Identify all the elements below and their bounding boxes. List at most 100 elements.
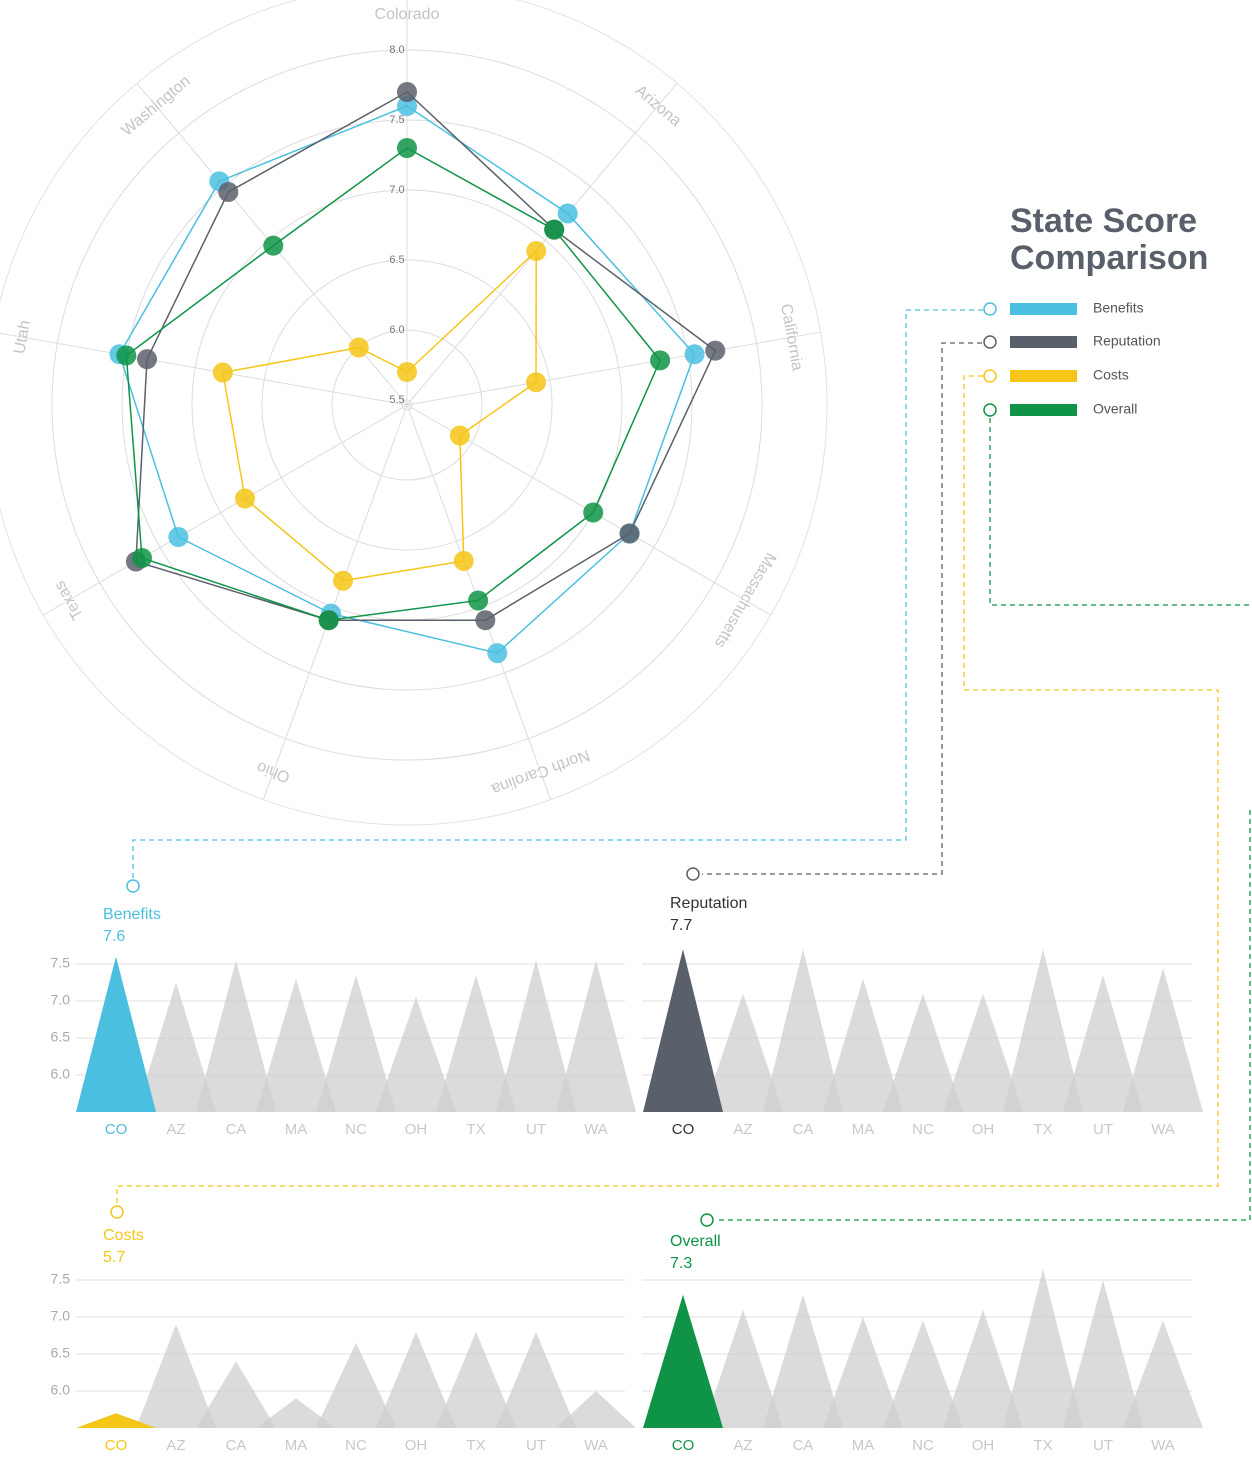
legend-swatch [1010,404,1077,416]
bar [436,1331,516,1428]
x-tick-label: OH [405,1437,428,1454]
r-tick-label: 7.0 [389,184,404,196]
data-point [212,362,233,383]
x-tick-label: UT [1093,1437,1113,1454]
legend-label: Costs [1093,367,1129,383]
bar [556,960,636,1112]
bar [256,978,336,1112]
y-tick-label: 6.0 [51,1382,71,1398]
panel-value: 7.3 [670,1255,692,1272]
y-tick-label: 7.0 [51,992,71,1008]
x-tick-label: TX [1033,1121,1052,1138]
bar [496,960,576,1112]
bar [436,975,516,1112]
bar [703,993,783,1112]
bar [643,949,723,1112]
x-tick-label: MA [852,1121,875,1138]
x-tick-label: NC [912,1437,934,1454]
data-point [218,182,239,203]
bar [376,997,456,1112]
bar [883,993,963,1112]
data-point [650,350,671,371]
x-tick-label: AZ [166,1437,185,1454]
data-point [397,82,417,102]
x-tick-label: AZ [166,1121,185,1138]
panel-marker [126,879,140,893]
bar [136,1324,216,1428]
spoke [406,331,821,406]
bar [316,975,396,1112]
axis-label: Colorado [375,6,440,23]
bar [196,1361,276,1428]
bar [1003,1268,1083,1428]
r-tick-label: 8.0 [389,44,404,56]
legend-marker [983,302,997,316]
series-outline [125,147,661,621]
bar [1063,1280,1143,1428]
legend-label: Benefits [1093,300,1144,316]
bar [76,1413,156,1428]
data-point [333,570,354,591]
x-tick-label: CA [793,1437,814,1454]
data-point [449,425,470,446]
bar [643,1294,723,1428]
x-tick-label: TX [1033,1437,1052,1454]
bar [76,956,156,1112]
x-tick-label: TX [466,1121,485,1138]
legend-label: Overall [1093,401,1137,417]
data-point [168,527,189,547]
data-point [583,502,604,523]
y-tick-label: 7.5 [51,955,71,971]
r-tick-label: 5.5 [389,394,404,406]
x-tick-label: WA [1151,1437,1175,1454]
bar [376,1331,456,1428]
connector [989,418,1252,606]
connector [702,342,982,875]
y-tick-label: 7.0 [51,1308,71,1324]
axis-label: Texas [51,578,87,623]
legend-label: Reputation [1093,333,1161,349]
panel-title: Reputation [670,895,747,912]
x-tick-label: CO [672,1437,695,1454]
x-tick-label: WA [584,1121,608,1138]
data-point [263,235,284,256]
x-tick-label: CO [672,1121,695,1138]
legend-swatch [1010,370,1077,382]
panel-marker [686,867,700,881]
legend-marker [983,403,997,417]
data-point [526,372,547,393]
bar [136,982,216,1112]
spoke [262,404,408,800]
legend-marker [983,335,997,349]
x-tick-label: UT [1093,1121,1113,1138]
bar [316,1342,396,1428]
r-tick-label: 6.5 [389,254,404,266]
bar [256,1398,336,1428]
x-tick-label: WA [584,1437,608,1454]
y-tick-label: 6.5 [51,1029,71,1045]
data-point [557,203,578,224]
bar [1063,975,1143,1112]
panel-title: Costs [103,1227,144,1244]
x-tick-label: NC [912,1121,934,1138]
data-point [468,590,489,611]
data-point [475,610,496,631]
axis-label: California [777,302,806,372]
x-tick-label: MA [285,1437,308,1454]
data-point [619,523,640,544]
data-point [397,96,417,116]
legend-swatch [1010,303,1077,315]
bar [883,1320,963,1428]
x-tick-label: NC [345,1437,367,1454]
axis-label: Ohio [255,758,293,786]
panel-marker [110,1205,124,1219]
bar [823,1317,903,1428]
panel-value: 7.7 [670,917,692,934]
x-tick-label: MA [285,1121,308,1138]
x-tick-label: NC [345,1121,367,1138]
chart-title: State Score Comparison [1010,202,1209,277]
bar [763,1294,843,1428]
spoke [43,404,408,616]
data-point [453,550,474,571]
